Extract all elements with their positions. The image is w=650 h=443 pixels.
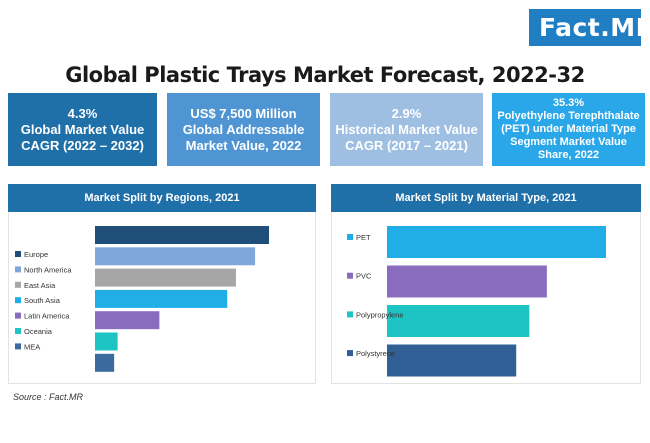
- bar-east-asia: [95, 268, 236, 287]
- logo-suffix: MR: [610, 13, 650, 42]
- stat-value: 35.3%: [552, 97, 585, 109]
- legend-label-polystyrene: Polystyrene: [356, 349, 395, 358]
- stat-description: Historical Market Value CAGR (2017 – 202…: [335, 121, 478, 153]
- stat-description: Polyethylene Terephthalate (PET) under M…: [497, 110, 640, 161]
- legend-swatch-mea: [15, 343, 21, 350]
- material-chart-panel: PET PVC Polypropylene Polystyrene: [331, 212, 641, 384]
- legend-swatch-europe: [15, 251, 21, 257]
- stat-value: 2.9%: [391, 105, 422, 121]
- bar-polystyrene: [387, 344, 517, 377]
- material-bar-chart: PET PVC Polypropylene Polystyrene: [347, 226, 606, 377]
- regions-chart-panel: Europe North America East Asia South Asia La…: [8, 212, 316, 384]
- bar-europe: [95, 226, 269, 244]
- legend-swatch-polystyrene: [347, 350, 353, 357]
- legend-label-europe: Europe: [24, 250, 48, 259]
- legend-label-mea: MEA: [24, 342, 40, 351]
- regions-bar-chart: Europe North America East Asia South Asia La…: [15, 226, 269, 372]
- legend-swatch-south-asia: [15, 297, 21, 304]
- logo-text: Fact: [539, 13, 601, 42]
- material-chart-title: Market Split by Material Type, 2021: [331, 184, 641, 212]
- stat-description: Global Addressable Market Value, 2022: [182, 121, 305, 153]
- source-note: Source : Fact.MR: [13, 392, 84, 402]
- logo-dot: .: [600, 13, 611, 42]
- bar-pet: [387, 226, 606, 258]
- bar-north-america: [95, 247, 256, 266]
- legend-swatch-pvc: [347, 272, 353, 279]
- bar-latin-america: [95, 311, 160, 330]
- legend-label-east-asia: East Asia: [24, 281, 56, 290]
- bar-south-asia: [95, 289, 228, 308]
- bar-oceania: [95, 332, 118, 351]
- legend-swatch-polypropylene: [347, 311, 353, 318]
- regions-chart-title: Market Split by Regions, 2021: [8, 184, 316, 212]
- legend-label-oceania: Oceania: [24, 327, 53, 336]
- bar-mea: [95, 353, 115, 372]
- legend-swatch-pet: [347, 234, 353, 240]
- stat-value: US$ 7,500 Million: [190, 105, 297, 121]
- legend-label-pvc: PVC: [356, 272, 372, 281]
- bar-polypropylene: [387, 305, 530, 337]
- stat-value: 4.3%: [67, 105, 98, 121]
- legend-swatch-latin-america: [15, 312, 21, 319]
- stat-description: Global Market Value CAGR (2022 – 2032): [20, 121, 145, 153]
- legend-swatch-east-asia: [15, 281, 21, 288]
- page-title: Global Plastic Trays Market Forecast, 20…: [65, 63, 585, 87]
- bar-pvc: [387, 265, 547, 298]
- legend-swatch-north-america: [15, 266, 21, 273]
- legend-swatch-oceania: [15, 328, 21, 334]
- factmr-logo: Fact.MR: [529, 9, 650, 46]
- stat-card-cagr: 4.3% Global Market Value CAGR (2022 – 20…: [8, 93, 157, 166]
- stat-card-market-value: US$ 7,500 Million Global Addressable Mar…: [167, 93, 320, 166]
- stat-card-historical-cagr: 2.9% Historical Market Value CAGR (2017 …: [330, 93, 483, 166]
- legend-label-polypropylene: Polypropylene: [356, 310, 404, 319]
- legend-label-north-america: North America: [24, 265, 72, 274]
- legend-label-pet: PET: [356, 233, 371, 242]
- legend-label-latin-america: Latin America: [24, 312, 70, 321]
- stat-card-pet-share: 35.3% Polyethylene Terephthalate (PET) u…: [492, 93, 645, 166]
- legend-label-south-asia: South Asia: [24, 296, 61, 305]
